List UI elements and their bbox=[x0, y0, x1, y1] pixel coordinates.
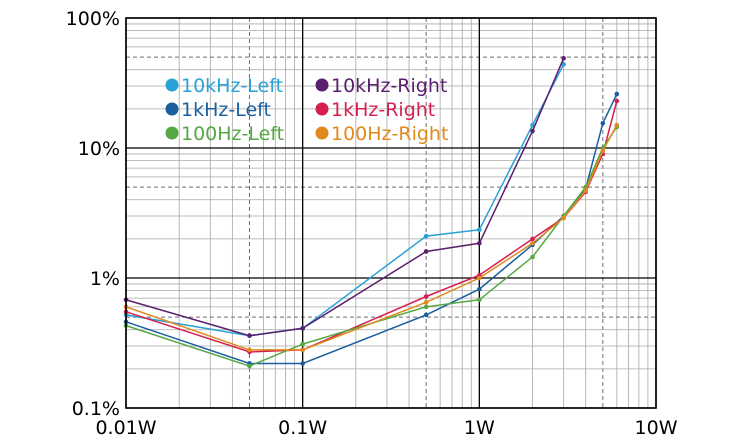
legend-marker bbox=[315, 78, 329, 92]
data-point bbox=[247, 333, 252, 338]
legend-marker bbox=[165, 78, 179, 92]
data-point bbox=[300, 341, 305, 347]
axes: 0.01W 0.1W 1W 10W 0.1% 1% 10% 100% bbox=[66, 8, 678, 439]
y-tick-label: 10% bbox=[78, 138, 120, 160]
data-point bbox=[423, 304, 429, 310]
x-tick-label: 1W bbox=[464, 417, 495, 439]
plot-frame bbox=[125, 17, 657, 409]
legend-label: 10kHz-Left bbox=[181, 75, 283, 97]
data-point bbox=[614, 98, 620, 104]
data-point bbox=[530, 128, 535, 134]
legend-label: 1kHz-Right bbox=[331, 99, 435, 121]
x-tick-label: 10W bbox=[635, 417, 678, 439]
y-tick-label: 0.1% bbox=[72, 398, 120, 420]
data-point bbox=[477, 275, 482, 281]
legend-label: 10kHz-Right bbox=[331, 75, 447, 97]
data-point bbox=[614, 122, 620, 128]
legend-label: 1kHz-Left bbox=[181, 99, 271, 121]
data-point bbox=[561, 215, 566, 221]
legend-marker bbox=[315, 126, 329, 140]
data-point bbox=[600, 120, 606, 126]
data-point bbox=[583, 188, 588, 193]
data-point bbox=[300, 347, 305, 353]
y-tick-label: 1% bbox=[90, 268, 120, 290]
data-point bbox=[614, 91, 620, 97]
legend-marker bbox=[165, 102, 179, 116]
legend-marker bbox=[165, 126, 179, 140]
data-point bbox=[300, 361, 305, 366]
series-line bbox=[125, 126, 618, 367]
grid bbox=[125, 17, 657, 409]
legend-label: 100Hz-Right bbox=[331, 123, 448, 145]
legend-marker bbox=[315, 102, 329, 116]
data-point bbox=[423, 249, 429, 254]
data-point bbox=[423, 312, 429, 318]
data-point bbox=[530, 240, 535, 246]
legend-label: 100Hz-Left bbox=[181, 123, 284, 145]
data-point bbox=[247, 363, 252, 369]
data-point bbox=[600, 148, 606, 154]
x-tick-label: 0.01W bbox=[95, 417, 156, 439]
data-point bbox=[300, 326, 305, 331]
series-layer bbox=[123, 55, 620, 369]
y-tick-label: 100% bbox=[66, 8, 120, 30]
data-point bbox=[477, 240, 482, 246]
x-tick-label: 0.1W bbox=[278, 417, 327, 439]
data-point bbox=[561, 55, 566, 61]
data-point bbox=[561, 62, 566, 67]
data-point bbox=[477, 227, 482, 233]
data-point bbox=[530, 254, 535, 260]
data-point bbox=[477, 286, 482, 292]
series-line bbox=[125, 93, 618, 365]
data-point bbox=[423, 300, 429, 305]
series-line bbox=[125, 124, 618, 351]
series-line bbox=[125, 100, 618, 353]
data-point bbox=[247, 347, 252, 353]
data-point bbox=[423, 233, 429, 239]
data-point bbox=[530, 122, 535, 128]
data-point bbox=[530, 236, 535, 242]
data-point bbox=[477, 297, 482, 303]
data-point bbox=[423, 294, 429, 299]
